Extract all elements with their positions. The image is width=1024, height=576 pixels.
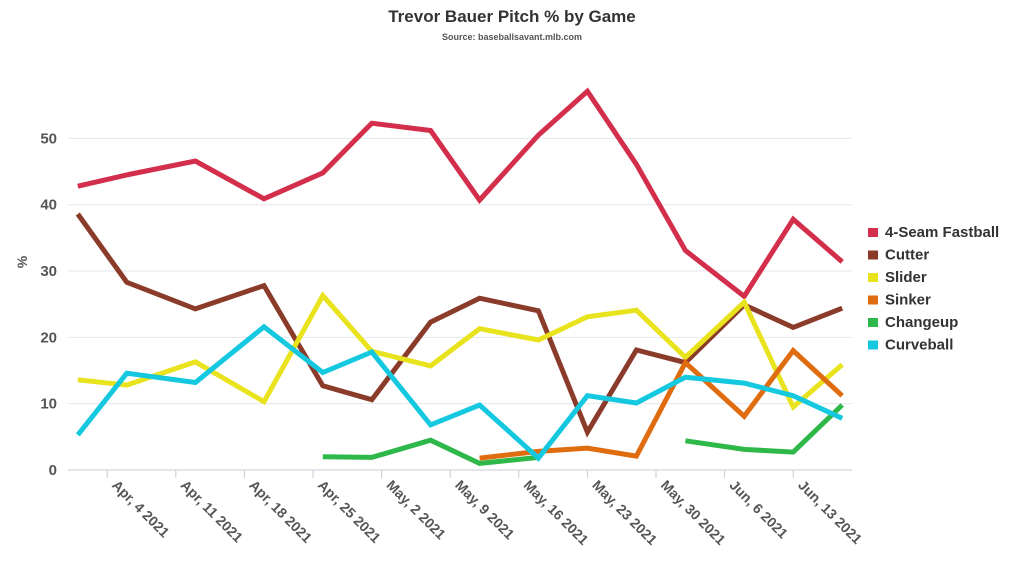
- x-tick-label: Apr, 4 2021: [109, 477, 173, 541]
- legend-label: Slider: [885, 269, 927, 286]
- legend-swatch: [868, 250, 878, 260]
- series-slider: [77, 291, 844, 412]
- chart-subtitle: Source: baseballsavant.mlb.com: [441, 32, 583, 42]
- legend-label: Cutter: [885, 247, 929, 264]
- x-tick-label: May, 2 2021: [383, 477, 449, 543]
- y-tick-label: 40: [40, 197, 57, 214]
- x-tick-label: Jun, 13 2021: [795, 477, 865, 547]
- legend-label: 4-Seam Fastball: [885, 224, 999, 241]
- legend-label: Changeup: [885, 314, 958, 331]
- legend-swatch: [868, 318, 878, 327]
- series-line: [685, 403, 844, 455]
- series-line: [322, 437, 539, 466]
- series-lines: [75, 87, 844, 466]
- x-tick-label: Jun, 6 2021: [726, 477, 791, 542]
- y-tick-label: 50: [40, 130, 57, 147]
- y-tick-label: 20: [40, 329, 57, 346]
- legend-label: Sinker: [885, 292, 931, 309]
- series-line: [479, 346, 844, 461]
- x-tick-label: Apr, 25 2021: [315, 477, 384, 546]
- x-tick-label: May, 30 2021: [658, 477, 729, 548]
- x-tick-label: Apr, 18 2021: [246, 477, 315, 546]
- y-tick-label: 0: [49, 462, 57, 479]
- series-line: [75, 212, 844, 438]
- legend-label: Curveball: [885, 337, 953, 354]
- series-line: [77, 291, 844, 412]
- series-changeup: [322, 403, 844, 466]
- gridlines: [68, 137, 852, 471]
- chart-title: Trevor Bauer Pitch % by Game: [388, 7, 636, 26]
- legend-swatch: [868, 295, 878, 305]
- y-tick-label: 30: [40, 263, 57, 280]
- legend-swatch: [868, 273, 878, 282]
- y-axis-title: %: [14, 255, 30, 268]
- series-cutter: [75, 212, 844, 438]
- x-tick-label: May, 23 2021: [589, 477, 660, 548]
- series-4-seam-fastball: [77, 87, 844, 300]
- x-tick-label: May, 16 2021: [521, 477, 592, 548]
- x-tick-label: May, 9 2021: [452, 477, 518, 543]
- series-line: [77, 87, 844, 300]
- y-tick-label: 10: [40, 396, 57, 413]
- x-tick-label: Apr, 11 2021: [178, 477, 247, 546]
- series-curveball: [75, 323, 844, 462]
- series-sinker: [479, 346, 844, 461]
- legend-swatch: [868, 228, 878, 237]
- legend-swatch: [868, 340, 878, 350]
- legend: 4-Seam Fastball Cutter Slider Sinker Changeu…: [868, 224, 999, 354]
- series-line: [75, 323, 844, 462]
